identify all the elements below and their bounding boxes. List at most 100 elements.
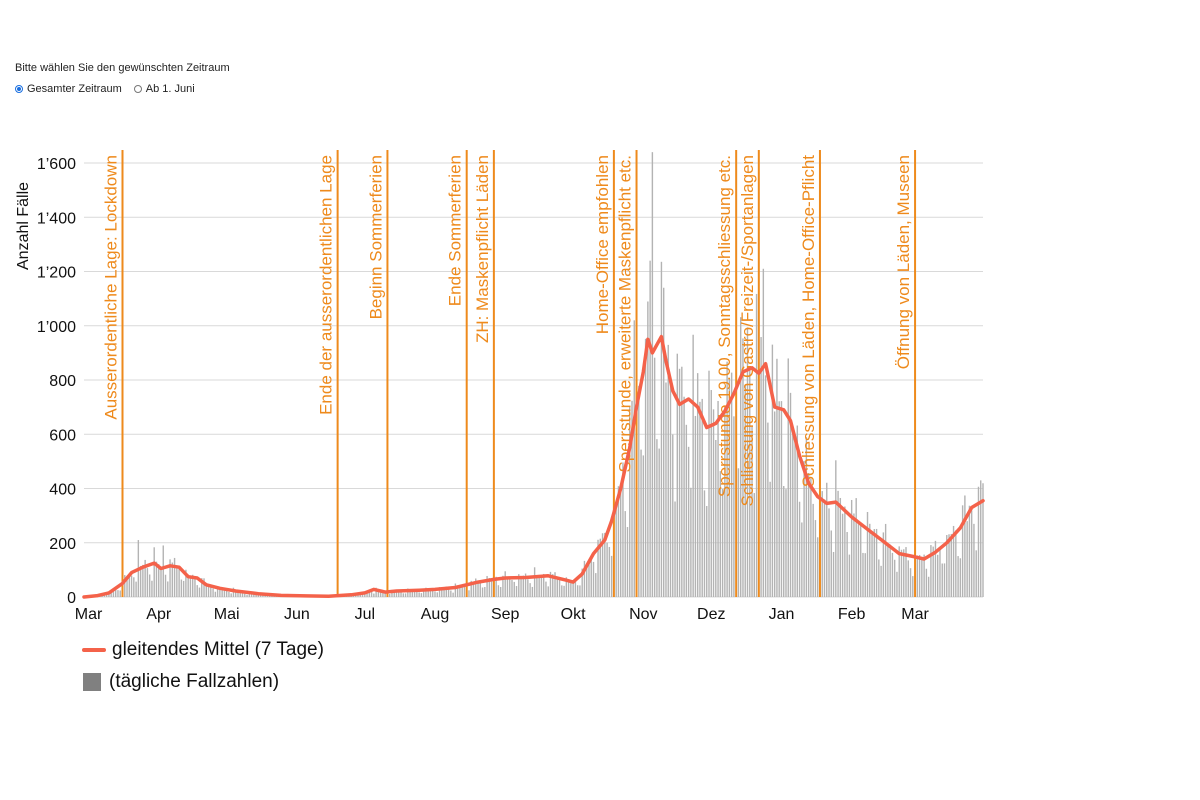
daily-bar xyxy=(402,593,404,597)
daily-bar xyxy=(719,471,722,597)
daily-bar xyxy=(927,576,930,597)
radio-unselected-icon[interactable] xyxy=(133,85,142,93)
daily-bar xyxy=(970,510,973,597)
daily-bar xyxy=(572,579,574,597)
daily-bar xyxy=(678,368,681,597)
daily-bar xyxy=(746,327,749,597)
y-axis-label: Anzahl Fälle xyxy=(15,182,32,270)
daily-bar xyxy=(182,580,185,597)
y-tick-label: 1’200 xyxy=(37,265,76,282)
radio-selected-icon[interactable] xyxy=(15,85,23,93)
daily-bar xyxy=(538,574,540,597)
daily-bar xyxy=(142,564,144,597)
daily-bar xyxy=(771,344,774,597)
y-tick-label: 1’000 xyxy=(37,319,76,336)
daily-bar xyxy=(128,574,130,597)
daily-bar xyxy=(694,415,697,597)
annotation-label: Ende Sommerferien xyxy=(446,155,465,306)
daily-bar xyxy=(511,579,513,597)
daily-bar xyxy=(536,575,538,597)
daily-bar xyxy=(624,511,626,597)
y-tick-label: 1’600 xyxy=(37,156,76,173)
daily-bar xyxy=(103,595,106,597)
daily-bar xyxy=(706,506,708,597)
daily-bar xyxy=(468,590,470,597)
daily-bar xyxy=(658,448,660,597)
daily-bar xyxy=(400,590,402,597)
daily-bar xyxy=(647,301,649,597)
daily-bar xyxy=(241,591,244,597)
daily-bar xyxy=(633,320,635,597)
daily-bar xyxy=(946,535,948,597)
daily-bar xyxy=(773,411,776,597)
daily-bar xyxy=(162,545,164,597)
annotation-label: Ausserordentliche Lage: Lockdown xyxy=(101,155,120,420)
daily-bar xyxy=(826,482,828,597)
daily-bar xyxy=(542,573,545,597)
daily-bar xyxy=(683,396,685,597)
daily-bar xyxy=(432,590,434,597)
daily-bar xyxy=(837,490,839,597)
daily-bar xyxy=(703,490,706,597)
daily-bar xyxy=(880,565,882,597)
daily-bar xyxy=(499,586,502,597)
legend-mean-label: gleitendes Mittel (7 Tage) xyxy=(112,639,324,660)
x-tick-label: Dez xyxy=(697,606,725,623)
daily-bar xyxy=(905,547,907,597)
annotation-label: Ende der ausserordentlichen Lage xyxy=(317,155,336,415)
daily-bar xyxy=(864,553,866,597)
daily-bar xyxy=(558,578,561,597)
daily-bar xyxy=(518,574,520,597)
daily-bar xyxy=(726,361,728,597)
daily-bar xyxy=(955,530,957,597)
daily-bar xyxy=(610,555,613,597)
daily-bar xyxy=(167,581,169,597)
daily-bar xyxy=(173,557,176,597)
daily-bar xyxy=(126,576,128,597)
daily-bar xyxy=(221,587,223,597)
daily-bar xyxy=(796,425,799,597)
daily-bar xyxy=(509,576,511,597)
daily-bar xyxy=(391,589,393,597)
daily-bar xyxy=(873,529,876,597)
daily-bar xyxy=(370,591,373,597)
daily-bar xyxy=(540,577,543,597)
daily-bar xyxy=(237,590,239,597)
daily-bar xyxy=(130,575,133,597)
y-tick-labels: 0 200 400 600 800 1’000 1’200 1’400 1’600 xyxy=(37,156,76,607)
daily-bar xyxy=(767,422,769,597)
daily-bar xyxy=(579,585,581,597)
radio-option-from-june[interactable]: Ab 1. Juni xyxy=(133,83,195,95)
daily-bar xyxy=(112,589,115,597)
daily-bar xyxy=(887,544,889,597)
daily-bar xyxy=(785,489,787,597)
daily-bar xyxy=(588,559,590,597)
x-tick-label: Aug xyxy=(421,606,449,623)
daily-bar xyxy=(937,554,939,597)
daily-bar xyxy=(629,406,631,597)
daily-bar xyxy=(393,591,395,597)
daily-bar xyxy=(176,568,178,597)
daily-bar xyxy=(663,287,665,597)
daily-bar xyxy=(923,554,925,597)
daily-bar xyxy=(148,574,151,597)
daily-bar xyxy=(452,592,454,597)
daily-bar xyxy=(964,495,966,597)
daily-bar xyxy=(230,593,232,597)
daily-bar xyxy=(583,560,586,597)
daily-bar xyxy=(660,261,663,597)
daily-bar xyxy=(846,532,848,597)
x-tick-label: Jun xyxy=(284,606,310,623)
radio-option-full-period[interactable]: Gesamter Zeitraum xyxy=(15,83,122,95)
daily-bar xyxy=(549,571,552,597)
radio-label-full-period: Gesamter Zeitraum xyxy=(27,83,122,95)
daily-bar xyxy=(368,591,371,597)
daily-bar xyxy=(599,538,602,597)
daily-bar xyxy=(733,416,735,597)
daily-bar xyxy=(918,554,921,597)
daily-bar xyxy=(737,468,740,597)
daily-bar xyxy=(210,586,212,597)
x-tick-label: Feb xyxy=(838,606,866,623)
daily-bar xyxy=(384,592,386,597)
daily-bar xyxy=(379,590,382,597)
